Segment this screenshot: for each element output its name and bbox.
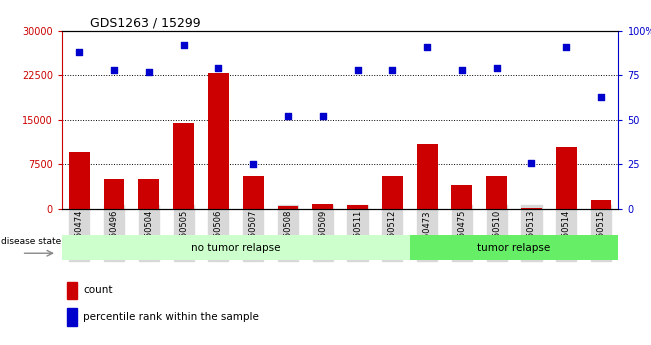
Bar [417, 144, 437, 209]
Bar [451, 185, 473, 209]
Point [144, 69, 154, 75]
Point [492, 66, 502, 71]
Point [457, 67, 467, 73]
Bar [139, 179, 159, 209]
Bar [208, 72, 229, 209]
Bar [409, 235, 618, 260]
Bar [62, 235, 409, 260]
Point [248, 161, 258, 167]
Text: GDS1263 / 15299: GDS1263 / 15299 [90, 17, 201, 30]
Bar [312, 204, 333, 209]
Point [352, 67, 363, 73]
Text: count: count [83, 285, 113, 295]
Bar [69, 152, 90, 209]
Point [596, 94, 606, 100]
Bar [556, 147, 577, 209]
Text: percentile rank within the sample: percentile rank within the sample [83, 312, 259, 322]
Text: tumor relapse: tumor relapse [477, 243, 551, 253]
Bar [382, 176, 403, 209]
Point [422, 44, 432, 50]
Point [387, 67, 398, 73]
Text: disease state: disease state [1, 237, 61, 246]
Bar [104, 179, 124, 209]
Point [318, 114, 328, 119]
Point [283, 114, 293, 119]
Point [109, 67, 119, 73]
Bar [347, 205, 368, 209]
Point [561, 44, 572, 50]
Bar [590, 200, 611, 209]
Bar [486, 176, 507, 209]
Bar [68, 308, 77, 326]
Bar [173, 123, 194, 209]
Point [178, 42, 189, 48]
Bar [243, 176, 264, 209]
Point [213, 66, 223, 71]
Bar [68, 282, 77, 299]
Point [526, 160, 536, 165]
Text: no tumor relapse: no tumor relapse [191, 243, 281, 253]
Point [74, 50, 85, 55]
Bar [521, 208, 542, 209]
Bar [277, 206, 298, 209]
